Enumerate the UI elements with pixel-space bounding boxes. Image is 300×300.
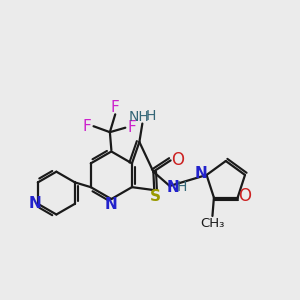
Text: O: O: [171, 151, 184, 169]
Text: N: N: [105, 197, 118, 212]
Text: O: O: [238, 187, 251, 205]
Text: S: S: [150, 189, 161, 204]
Text: F: F: [82, 119, 91, 134]
Text: N: N: [166, 180, 179, 195]
Text: F: F: [128, 120, 136, 135]
Text: F: F: [111, 100, 120, 115]
Text: CH₃: CH₃: [200, 217, 225, 230]
Text: H: H: [146, 110, 156, 123]
Text: N: N: [195, 166, 208, 181]
Text: NH: NH: [128, 110, 149, 124]
Text: H: H: [177, 180, 188, 194]
Text: N: N: [29, 196, 42, 211]
